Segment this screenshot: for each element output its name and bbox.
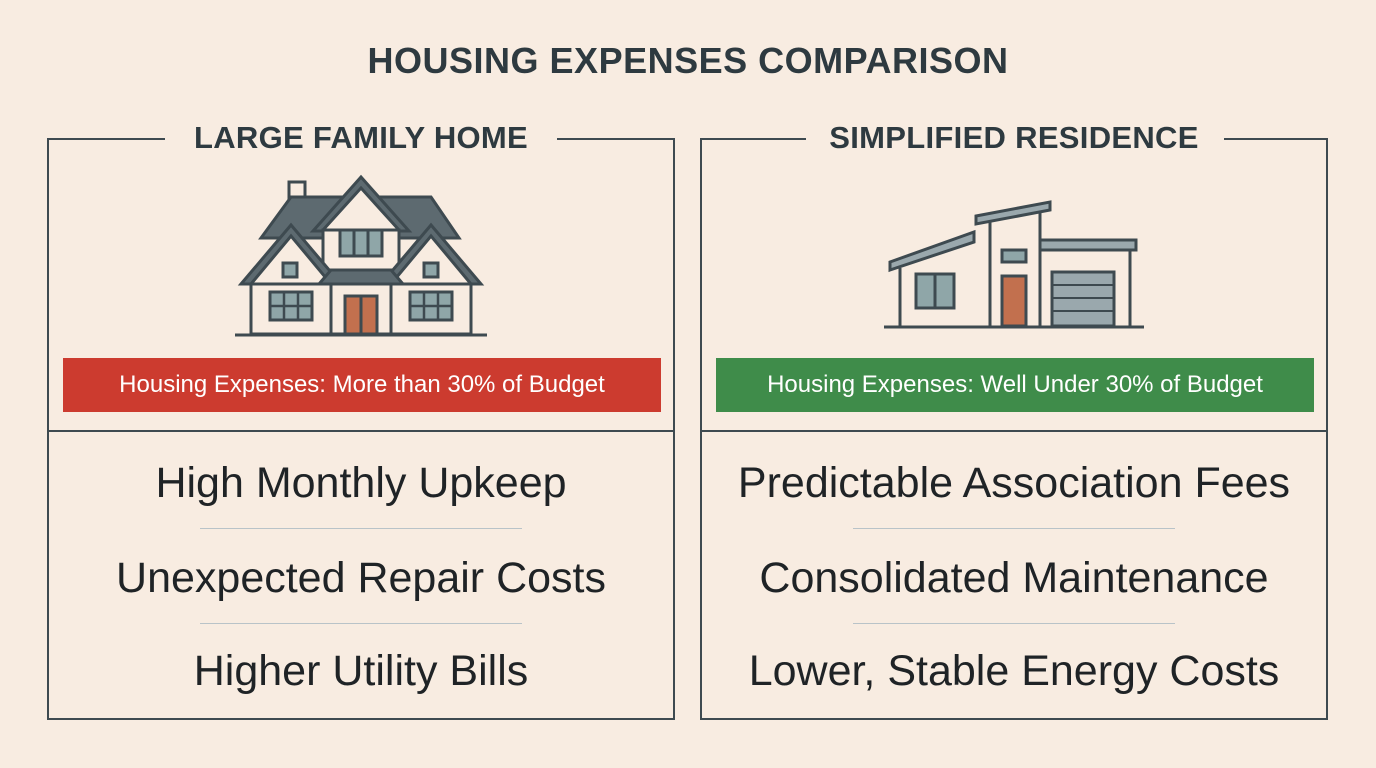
panel-heading: LARGE FAMILY HOME [193, 120, 529, 155]
large-house-icon [49, 168, 673, 343]
expense-list: High Monthly Upkeep Unexpected Repair Co… [49, 434, 673, 694]
panel-divider [49, 430, 673, 432]
panel-top-border-left-segment [49, 138, 165, 140]
page-title: HOUSING EXPENSES COMPARISON [367, 40, 1009, 81]
list-item: Predictable Association Fees [737, 459, 1291, 507]
list-item: Unexpected Repair Costs [116, 554, 606, 602]
item-separator [200, 528, 522, 529]
item-separator [853, 528, 1175, 529]
panel-top-border-right-segment [557, 138, 673, 140]
modern-house-icon [702, 168, 1326, 343]
list-item: Consolidated Maintenance [759, 554, 1269, 602]
simplified-residence-panel: SIMPLIFIED RESIDENCE [700, 120, 1328, 720]
expense-list: Predictable Association Fees Consolidate… [702, 434, 1326, 694]
item-separator [200, 623, 522, 624]
panel-top-border-right-segment [1224, 138, 1326, 140]
panel-divider [702, 430, 1326, 432]
list-item: Lower, Stable Energy Costs [748, 647, 1280, 695]
large-family-home-panel: LARGE FAMILY HOME [47, 120, 675, 720]
panel-heading: SIMPLIFIED RESIDENCE [829, 120, 1199, 155]
budget-banner-under: Housing Expenses: Well Under 30% of Budg… [716, 358, 1314, 412]
budget-banner-over: Housing Expenses: More than 30% of Budge… [63, 358, 661, 412]
list-item: High Monthly Upkeep [155, 459, 567, 507]
item-separator [853, 623, 1175, 624]
panel-top-border-left-segment [702, 138, 806, 140]
list-item: Higher Utility Bills [193, 647, 529, 695]
